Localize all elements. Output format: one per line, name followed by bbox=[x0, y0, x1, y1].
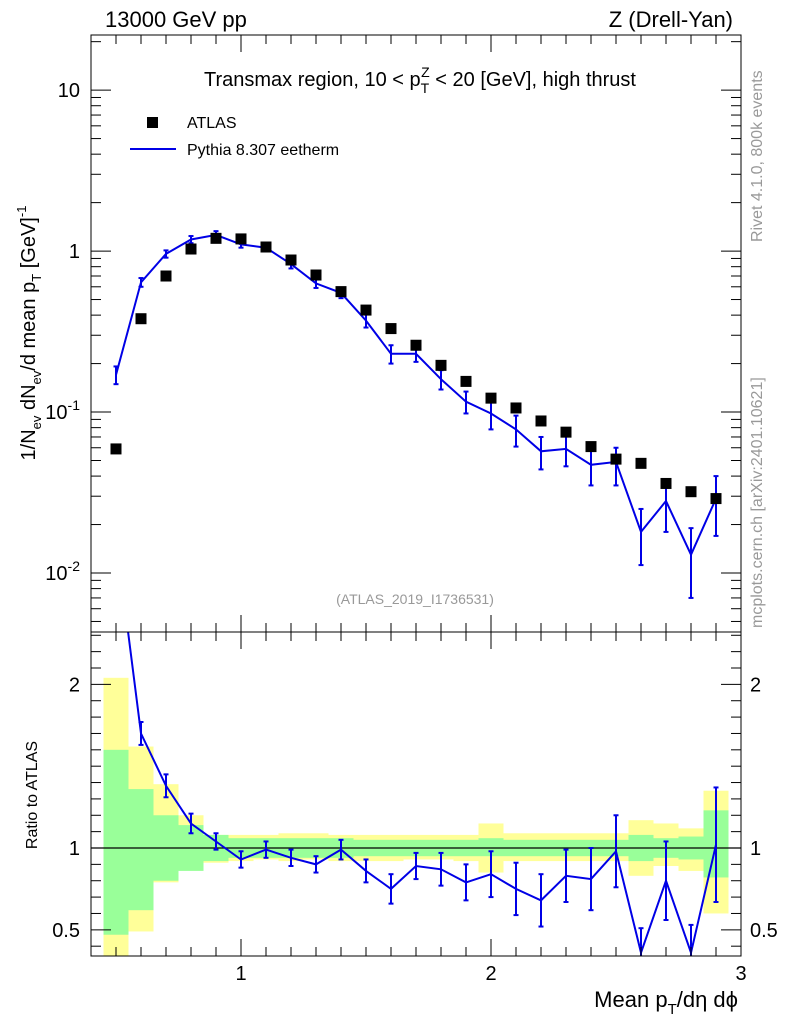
data-point bbox=[185, 243, 197, 255]
main-y-axis-label: 1/Nev dNev/d mean pT [GeV]-1 bbox=[14, 206, 44, 461]
data-point bbox=[260, 241, 272, 253]
data-point bbox=[485, 392, 497, 404]
ratio-panel: 0.5 0.5 1 1 2 2 1 2 3 Ratio to ATLAS Mean pT/dη … bbox=[24, 631, 778, 1018]
main-plot-area bbox=[110, 230, 722, 599]
data-point bbox=[685, 486, 697, 498]
mcplots-label: mcplots.cern.ch [arXiv:2401.10621] bbox=[749, 377, 766, 628]
main-axes: 10-2 10-1 1 10 bbox=[45, 35, 741, 632]
data-point bbox=[135, 313, 147, 325]
data-point bbox=[610, 453, 622, 465]
main-panel: 10-2 10-1 1 10 Transmax region, 10 < pTZ < … bbox=[14, 34, 742, 633]
mc-line bbox=[115, 233, 717, 558]
ratio-y-tick-label-right: 2 bbox=[750, 674, 761, 696]
analysis-id-label: (ATLAS_2019_I1736531) bbox=[336, 591, 494, 607]
data-point bbox=[560, 426, 572, 438]
y-tick-label: 10-1 bbox=[45, 397, 80, 424]
data-point bbox=[435, 359, 447, 371]
data-point bbox=[585, 441, 597, 453]
ratio-y-tick-label-left: 1 bbox=[69, 838, 80, 860]
header-left: 13000 GeV pp bbox=[105, 7, 247, 32]
data-point bbox=[635, 457, 647, 469]
x-axis-label: Mean pT/dη dϕ bbox=[594, 987, 738, 1018]
y-tick-label: 10-2 bbox=[45, 558, 80, 585]
data-point bbox=[110, 443, 122, 455]
data-point bbox=[510, 402, 522, 414]
y-tick-label: 1 bbox=[69, 241, 80, 263]
ratio-plot-area bbox=[91, 632, 741, 956]
data-point bbox=[410, 339, 422, 351]
legend-data-label: ATLAS bbox=[187, 115, 237, 132]
rivet-version-label: Rivet 4.1.0, 800k events bbox=[749, 70, 766, 242]
data-point bbox=[310, 269, 322, 281]
ratio-y-tick-label-right: 1 bbox=[750, 838, 761, 860]
ratio-frame bbox=[90, 631, 742, 957]
data-point bbox=[210, 232, 222, 244]
uncertainty-band-green bbox=[128, 789, 154, 911]
ratio-y-tick-label-left: 2 bbox=[69, 674, 80, 696]
ratio-axes: 0.5 0.5 1 1 2 2 1 2 3 bbox=[52, 632, 778, 985]
plot-title: Transmax region, 10 < pTZ < 20 [GeV], hi… bbox=[204, 64, 636, 96]
data-point bbox=[160, 270, 172, 282]
x-tick-label: 2 bbox=[485, 963, 496, 985]
data-point bbox=[360, 304, 372, 316]
legend-mc-label: Pythia 8.307 eetherm bbox=[187, 142, 339, 159]
ratio-y-tick-label-left: 0.5 bbox=[52, 920, 80, 942]
header-right: Z (Drell-Yan) bbox=[609, 7, 733, 32]
ratio-y-tick-label-right: 0.5 bbox=[750, 920, 778, 942]
data-point bbox=[385, 323, 397, 335]
uncertainty-band-green bbox=[478, 838, 504, 857]
data-point bbox=[235, 233, 247, 245]
data-point bbox=[660, 477, 672, 489]
data-point bbox=[285, 254, 297, 266]
data-point bbox=[535, 415, 547, 427]
data-point bbox=[710, 493, 722, 505]
x-tick-label: 3 bbox=[735, 963, 746, 985]
y-tick-label: 10 bbox=[58, 80, 80, 102]
x-tick-label: 1 bbox=[235, 963, 246, 985]
data-point bbox=[335, 286, 347, 298]
legend-data-marker bbox=[147, 117, 158, 128]
uncertainty-band-green bbox=[103, 749, 129, 935]
data-point bbox=[460, 375, 472, 387]
ratio-y-axis-label: Ratio to ATLAS bbox=[24, 741, 41, 849]
